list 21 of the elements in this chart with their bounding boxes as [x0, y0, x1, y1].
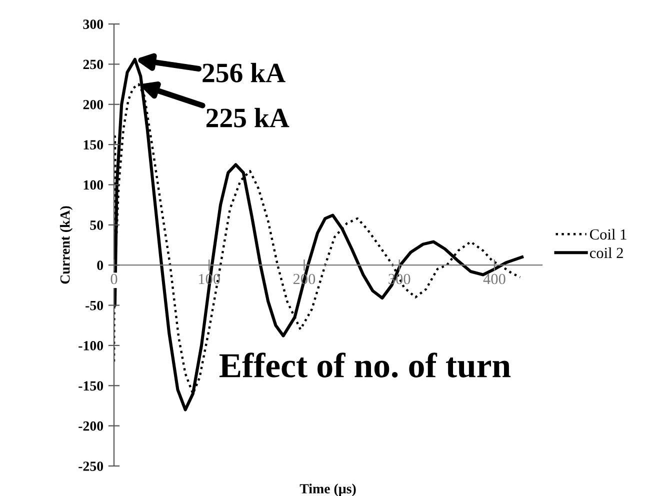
y-tick-label: -150	[78, 381, 104, 391]
legend-label: coil 2	[590, 247, 623, 258]
legend-label: Coil 1	[590, 228, 626, 240]
y-axis-title: Current (kA)	[60, 206, 73, 284]
y-tick-label: 50	[90, 220, 104, 230]
annotation: 225 kA	[206, 108, 290, 128]
x-axis-title: Time (µs)	[300, 484, 356, 496]
y-tick-label: -200	[78, 421, 104, 431]
y-tick-label: -250	[78, 462, 104, 471]
y-tick-label: 300	[83, 20, 104, 29]
y-tick-label: 150	[84, 140, 104, 150]
annotation: Effect of no. of turn	[219, 352, 511, 378]
y-tick-label: -100	[78, 341, 104, 350]
y-tick-label: 250	[83, 60, 104, 70]
x-tick-label: 0	[110, 274, 118, 284]
annotation: 256 kA	[202, 62, 286, 82]
y-tick-label: 0	[97, 260, 104, 270]
y-tick-label: 100	[84, 180, 104, 190]
y-tick-label: 200	[83, 100, 104, 110]
y-tick-label: -50	[86, 300, 104, 310]
x-tick-label: 400	[483, 274, 506, 284]
